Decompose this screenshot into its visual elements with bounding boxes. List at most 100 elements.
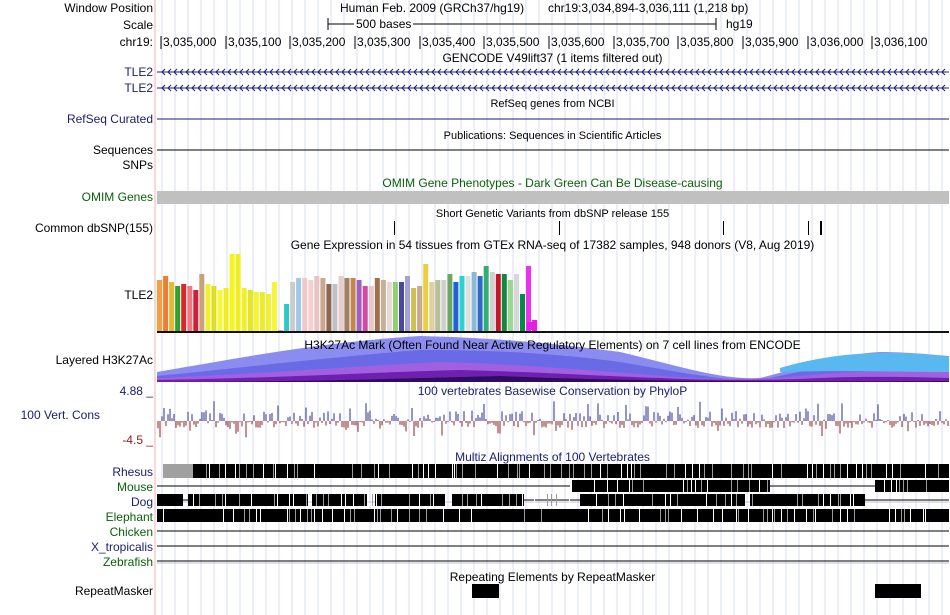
strand-arrow — [179, 84, 184, 92]
ruler-tick-label: 3,035,500 — [486, 35, 540, 49]
omim-label[interactable]: OMIM Genes — [81, 190, 153, 204]
strand-arrow — [713, 84, 718, 92]
snp-mark — [820, 221, 822, 235]
strand-arrow — [167, 68, 172, 76]
alignment-gap — [838, 494, 839, 506]
alignment-gap — [748, 464, 749, 478]
gtex-tissue-bar — [241, 288, 247, 332]
strand-arrow — [875, 68, 880, 76]
multiz-species-label[interactable]: X_tropicalis — [90, 540, 153, 554]
multiz-species-label[interactable]: Rhesus — [112, 465, 153, 479]
alignment-gap — [896, 480, 897, 492]
alignment-gap — [475, 464, 476, 478]
alignment-gap — [772, 509, 773, 522]
strand-arrow — [743, 84, 748, 92]
strand-arrow — [677, 84, 682, 92]
alignment-gap — [289, 494, 290, 506]
alignment-gap — [713, 509, 714, 522]
multiz-species-label[interactable]: Zebrafish — [102, 555, 153, 569]
multiz-species-label[interactable]: Dog — [130, 495, 153, 509]
h3k27ac-title[interactable]: H3K27Ac Mark (Often Found Near Active Re… — [304, 338, 801, 352]
conservation-label[interactable]: 100 Vert. Cons — [20, 408, 100, 422]
gtex-gene-label[interactable]: TLE2 — [124, 288, 153, 302]
strand-arrow — [725, 84, 730, 92]
repeatmasker-title[interactable]: Repeating Elements by RepeatMasker — [449, 570, 656, 584]
strand-arrow — [497, 68, 502, 76]
omim-title[interactable]: OMIM Gene Phenotypes - Dark Green Can Be… — [382, 176, 723, 190]
conservation-title[interactable]: 100 vertebrates Basewise Conservation by… — [417, 384, 688, 398]
gencode-item-label-1[interactable]: TLE2 — [124, 65, 153, 79]
strand-arrow — [353, 84, 358, 92]
gencode-item-label-2[interactable]: TLE2 — [124, 81, 153, 95]
genome-position[interactable]: chr19:3,034,894-3,036,111 (1,218 bp) — [548, 1, 749, 15]
dbsnp-label[interactable]: Common dbSNP(155) — [34, 221, 153, 235]
multiz-alignments — [157, 464, 949, 564]
strand-arrow — [695, 84, 700, 92]
strand-arrow — [461, 68, 466, 76]
alignment-gap — [517, 464, 518, 478]
strand-arrow — [503, 68, 508, 76]
strand-arrow — [533, 84, 538, 92]
gtex-tissue-bar — [423, 264, 429, 332]
strand-arrow — [767, 68, 772, 76]
gtex-tissue-bar — [320, 278, 326, 332]
strand-arrow — [485, 84, 490, 92]
alignment-gap — [834, 464, 835, 478]
multiz-species-label[interactable]: Mouse — [116, 480, 153, 494]
alignment-gap — [683, 480, 684, 492]
gtex-tissue-bar — [326, 284, 332, 332]
strand-arrow — [749, 84, 754, 92]
strand-arrow — [305, 68, 310, 76]
alignment-gap — [681, 509, 682, 522]
strand-arrow — [935, 84, 940, 92]
multiz-species-label[interactable]: Elephant — [105, 510, 153, 524]
strand-arrow — [509, 84, 514, 92]
alignment-gap — [193, 494, 194, 506]
ruler-tick-label: 3,036,100 — [874, 35, 928, 49]
alignment-gap — [594, 480, 595, 492]
dbsnp-title[interactable]: Short Genetic Variants from dbSNP releas… — [435, 208, 670, 220]
refseq-title[interactable]: RefSeq genes from NCBI — [490, 98, 615, 110]
publications-sequences-label[interactable]: Sequences — [92, 143, 153, 157]
strand-arrow — [317, 68, 322, 76]
alignment-gap — [297, 464, 298, 478]
h3k27ac-label[interactable]: Layered H3K27Ac — [55, 353, 153, 367]
publications-snps-label[interactable]: SNPs — [122, 158, 153, 172]
strand-arrow — [599, 84, 604, 92]
gencode-title[interactable]: GENCODE V49lift37 (1 items filtered out) — [442, 51, 663, 65]
strand-arrow — [311, 84, 316, 92]
gtex-tissue-bar — [526, 266, 531, 332]
strand-arrow — [515, 84, 520, 92]
multiz-title[interactable]: Multiz Alignments of 100 Vertebrates — [455, 450, 650, 464]
repeatmasker-label[interactable]: RepeatMasker — [74, 584, 153, 598]
dbsnp-variants — [394, 221, 822, 235]
strand-arrow — [389, 68, 394, 76]
refseq-label[interactable]: RefSeq Curated — [66, 112, 153, 126]
alignment-gap — [674, 464, 675, 478]
alignment-gap — [556, 494, 557, 506]
gtex-title[interactable]: Gene Expression in 54 tissues from GTEx … — [290, 238, 815, 252]
multiz-species-label[interactable]: Chicken — [109, 525, 153, 539]
strand-arrow — [617, 84, 622, 92]
strand-arrow — [341, 84, 346, 92]
alignment-gap — [639, 509, 640, 522]
strand-arrow — [911, 84, 916, 92]
alignment-gap — [378, 464, 379, 478]
alignment-gap — [901, 509, 902, 522]
alignment-gap — [462, 464, 463, 478]
alignment-gap — [352, 464, 353, 478]
alignment-gap — [767, 480, 768, 492]
alignment-gap — [551, 494, 552, 506]
alignment-gap — [624, 509, 625, 522]
strand-arrow — [689, 68, 694, 76]
strand-arrow — [611, 68, 616, 76]
gtex-tissue-bar — [447, 274, 453, 332]
gencode-gene-tle2-1 — [157, 68, 949, 76]
strand-arrow — [233, 84, 238, 92]
alignment-gap — [467, 494, 468, 506]
publications-title[interactable]: Publications: Sequences in Scientific Ar… — [443, 130, 662, 142]
alignment-gap — [561, 464, 562, 478]
alignment-gap — [206, 464, 207, 478]
strand-arrow — [491, 68, 496, 76]
